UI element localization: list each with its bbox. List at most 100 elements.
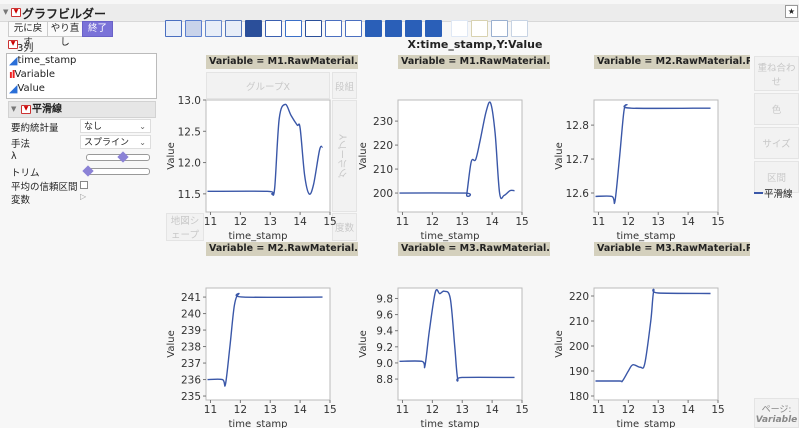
panel-header: Variable = M3.RawMaterial.P2	[594, 242, 750, 256]
x-tick-label: 13	[264, 404, 277, 416]
undo-button[interactable]: 元に戻す	[8, 21, 48, 48]
smoother-title: 平滑線	[32, 104, 62, 115]
pie-icon[interactable]	[385, 20, 402, 37]
y-tick-label: 12.7	[566, 154, 589, 166]
y-tick-label: 236	[181, 375, 201, 387]
x-tick-label: 12	[234, 404, 247, 416]
column-variable[interactable]: ıl Variable	[9, 68, 56, 81]
x-tick-label: 11	[396, 404, 409, 416]
line-icon[interactable]	[265, 20, 282, 37]
x-axis-label: time_stamp	[229, 231, 288, 242]
ellipse-icon[interactable]	[225, 20, 242, 37]
x-tick-label: 15	[515, 404, 528, 416]
interval-zone[interactable]: 区間	[754, 161, 799, 193]
y-tick-label: 8.8	[376, 374, 393, 386]
ci-label: 平均の信頼区間	[11, 182, 78, 193]
pin-icon[interactable]: ★	[785, 5, 798, 18]
continuous-icon: ◢	[9, 82, 18, 95]
panel-header: Variable = M3.RawMaterial.P1	[398, 242, 550, 256]
redo-button[interactable]: やり直し	[47, 21, 83, 48]
y-tick-label: 230	[373, 116, 393, 128]
plot-panel: 11 12 13 14 15 180 190 200 210 220 time_stamp Value	[554, 287, 725, 428]
x-tick-label: 12	[622, 216, 635, 228]
smoother-icon[interactable]	[185, 20, 202, 37]
x-tick-label: 12	[234, 216, 247, 228]
y-tick-label: 210	[373, 164, 393, 176]
column-time-stamp[interactable]: ◢ time_stamp	[9, 54, 77, 67]
columns-header: 3列	[17, 43, 34, 54]
expand-triangle-icon[interactable]: ▷	[80, 192, 87, 201]
y-tick-label: 11.5	[178, 189, 201, 201]
x-axis-label: time_stamp	[617, 419, 676, 428]
y-tick-label: 235	[181, 391, 201, 403]
x-tick-label: 15	[323, 404, 336, 416]
x-tick-label: 13	[456, 216, 469, 228]
y-axis-label: Value	[358, 142, 369, 169]
y-tick-label: 200	[569, 341, 589, 353]
wrap-zone[interactable]: 段組	[332, 72, 357, 99]
heatmap-icon[interactable]	[365, 20, 382, 37]
chevron-down-icon: ⌄	[139, 122, 146, 131]
line-of-fit-icon[interactable]	[205, 20, 222, 37]
y-tick-label: 241	[181, 292, 201, 304]
collapse-triangle-icon[interactable]: ▼	[11, 105, 17, 113]
plot-panel: 11 12 13 14 15 12.6 12.7 12.8 time_stamp Value	[554, 99, 725, 242]
y-tick-label: 9.4	[376, 326, 393, 338]
smoother-curve	[207, 292, 323, 387]
mosaic-icon[interactable]	[425, 20, 442, 37]
area-icon[interactable]	[305, 20, 322, 37]
panel-header: Variable = M1.RawMaterial.P1	[206, 55, 358, 69]
ci-checkbox[interactable]	[80, 181, 88, 189]
x-axis-label: time_stamp	[617, 231, 676, 242]
box-plot-icon[interactable]	[325, 20, 342, 37]
y-tick-label: 12.8	[566, 120, 589, 132]
smoother-curve	[399, 101, 515, 200]
legend-item: 平滑線	[754, 186, 793, 200]
method-label: 手法	[11, 139, 31, 150]
plot-panel: 11 12 13 14 15 8.8 9.0 9.2 9.4 9.6 9.8 time_stamp Va…	[358, 287, 529, 428]
x-tick-label: 11	[396, 216, 409, 228]
group-x-zone[interactable]: グループX	[206, 72, 330, 99]
parallel-icon[interactable]	[511, 20, 528, 37]
y-tick-label: 240	[181, 309, 201, 321]
graph-title: X:time_stamp,Y:Value	[407, 38, 543, 51]
y-tick-label: 180	[569, 391, 589, 403]
y-axis-label: Value	[358, 330, 369, 357]
size-zone[interactable]: サイズ	[754, 127, 799, 159]
y-tick-label: 13.0	[178, 95, 201, 107]
y-tick-label: 190	[569, 366, 589, 378]
panel-header: Variable = M2.RawMaterial.P1	[594, 55, 750, 69]
method-dropdown[interactable]: スプライン ⌄	[80, 135, 151, 149]
points-icon[interactable]	[165, 20, 182, 37]
bar-icon[interactable]	[285, 20, 302, 37]
y-tick-label: 200	[373, 188, 393, 200]
formula-icon[interactable]	[471, 20, 488, 37]
column-value[interactable]: ◢ Value	[9, 82, 45, 95]
collapse-triangle-icon[interactable]: ▼	[3, 8, 9, 16]
y-tick-label: 220	[569, 291, 589, 303]
map-shape-zone[interactable]: 地図シェープ	[166, 213, 204, 241]
map-shape-icon[interactable]	[491, 20, 508, 37]
x-tick-label: 15	[515, 216, 528, 228]
x-tick-label: 14	[681, 216, 695, 228]
contour-icon[interactable]	[245, 20, 262, 37]
summary-label: 要約統計量	[11, 123, 59, 134]
smoother-section-header[interactable]: ▼ ▼ 平滑線	[8, 101, 156, 118]
plot-frame	[593, 99, 719, 213]
red-triangle-menu-icon[interactable]: ▼	[21, 105, 31, 114]
smoother-curve	[595, 288, 711, 383]
y-tick-label: 9.8	[376, 293, 393, 305]
histogram-icon[interactable]	[345, 20, 362, 37]
summary-dropdown[interactable]: なし ⌄	[80, 119, 151, 133]
y-tick-label: 12.6	[566, 188, 590, 200]
x-tick-label: 11	[204, 404, 217, 416]
red-triangle-menu-icon[interactable]: ▼	[11, 8, 21, 17]
treemap-icon[interactable]	[405, 20, 422, 37]
color-zone[interactable]: 色	[754, 93, 799, 125]
overlay-zone[interactable]: 重ね合わせ	[754, 56, 799, 91]
columns-menu-icon[interactable]: ▼	[8, 40, 18, 49]
y-tick-label: 9.6	[376, 310, 393, 322]
caption-box-icon[interactable]	[451, 20, 468, 37]
freq-zone[interactable]: 度数	[332, 213, 357, 241]
done-button[interactable]: 終了	[82, 21, 113, 37]
